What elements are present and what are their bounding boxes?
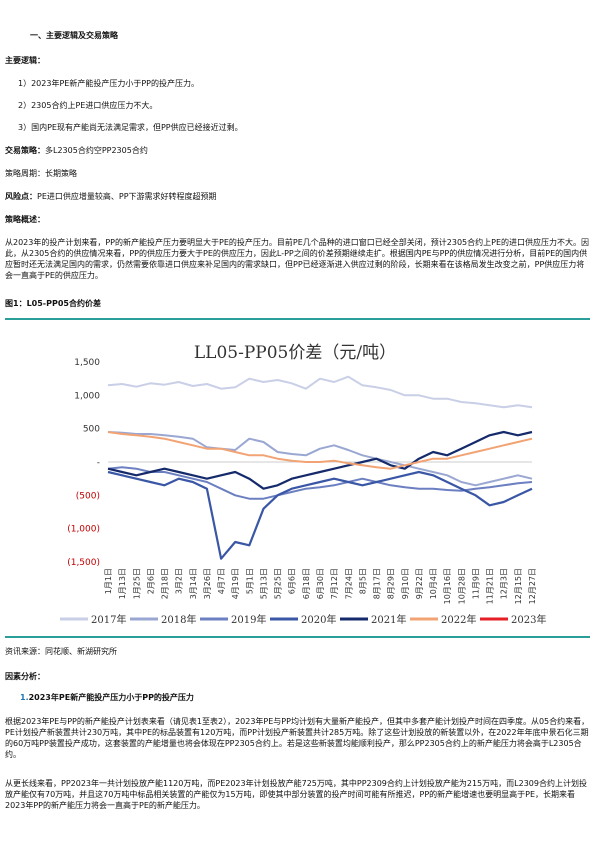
x-tick-label: 3月26日 <box>203 568 212 599</box>
main-logic-label: 主要逻辑： <box>5 56 45 65</box>
y-tick-label: (1,000) <box>67 525 100 535</box>
strategy-line: 交易策略：多L2305合约空PP2305合约 <box>5 146 148 156</box>
series-line-2018年 <box>107 431 533 487</box>
x-tick-label: 12月15日 <box>514 568 523 604</box>
cause-paragraph-2: 从更长线来看，PP2023年一共计划投放产能1120万吨，而PE2023年计划投… <box>5 779 587 810</box>
legend-entry: 2017年 <box>91 613 126 626</box>
x-tick-label: 1月13日 <box>118 568 127 599</box>
cause-item: 1.2023年PE新产能投产压力小于PP的投产压力 <box>20 693 194 703</box>
x-tick-label: 8月17日 <box>373 568 382 599</box>
risk-label: 风险点： <box>5 192 37 201</box>
spread-chart: LL05-PP05价差（元/吨） 1,500 1,000 500 - (500) (1,0… <box>60 343 546 626</box>
caption-rule <box>5 318 590 320</box>
x-tick-label: 9月10日 <box>401 568 410 599</box>
x-tick-label: 8月5日 <box>358 568 367 594</box>
period-text: 策略周期：长期策略 <box>5 169 77 178</box>
series-line-2020年 <box>107 470 533 560</box>
x-tick-label: 7月24日 <box>344 568 353 599</box>
x-tick-label: 6月18日 <box>302 568 311 599</box>
y-tick-label: (1,500) <box>67 558 100 568</box>
x-tick-label: 2月6日 <box>146 568 155 594</box>
x-tick-label: 4月19日 <box>231 568 240 599</box>
x-tick-label: 12月3日 <box>500 568 509 599</box>
x-tick-label: 5月1日 <box>245 568 254 594</box>
logic-item: 1）2023年PE新产能投产压力小于PP的投产压力。 <box>18 79 199 88</box>
x-tick-label: 10月16日 <box>443 568 452 604</box>
strategy-label: 交易策略： <box>5 146 45 155</box>
y-axis-labels: 1,500 1,000 500 - (500) (1,000) (1,500) <box>67 358 100 568</box>
logic-item: 2）2305合约上PE进口供应压力不大。 <box>18 101 158 110</box>
x-tick-label: 6月30日 <box>316 568 325 599</box>
y-tick-label: 500 <box>83 425 100 435</box>
x-axis-labels: 1月1日 1月13日 1月25日 2月6日 2月18日 3月2日 3月14日 3月26日 4月7… <box>104 568 537 604</box>
x-tick-label: 10月4日 <box>429 568 438 599</box>
overview-paragraph: 从2023年的投产计划来看，PP的新产能投产压力要明显大于PE的投产压力。目前P… <box>5 238 589 280</box>
chart-legend: 2017年 2018年 2019年 2020年 2021年 2022年 2023年 <box>60 613 546 626</box>
legend-entry: 2023年 <box>511 613 546 626</box>
overview-label: 策略概述： <box>5 215 45 224</box>
x-tick-label: 9月22日 <box>415 568 424 599</box>
logic-item: 3）国内PE现有产能尚无法满足需求，但PP供应已经接近过剩。 <box>18 123 243 132</box>
chart-title: LL05-PP05价差（元/吨） <box>194 343 396 363</box>
y-tick-label: 1,500 <box>74 358 100 368</box>
bottom-rule <box>5 636 590 638</box>
x-tick-label: 5月25日 <box>274 568 283 599</box>
cause-item-number: 1. <box>20 693 29 702</box>
series-lines <box>107 375 533 560</box>
cause-paragraph-1: 根据2023年PE与PP的新产能投产计划表来看（请见表1至表2），2023年PE… <box>5 717 590 759</box>
figure-caption: 图1：L05-PP05合约价差 <box>5 299 101 308</box>
x-tick-label: 3月14日 <box>189 568 198 599</box>
legend-entry: 2021年 <box>371 613 406 626</box>
cause-item-title: 2023年PE新产能投产压力小于PP的投产压力 <box>28 693 194 702</box>
x-tick-label: 10月28日 <box>457 568 466 604</box>
series-line-2022年 <box>107 431 533 470</box>
legend-entry: 2019年 <box>231 613 266 626</box>
series-line-2019年 <box>107 466 533 500</box>
y-tick-label: - <box>97 458 100 468</box>
series-line-2017年 <box>107 375 533 409</box>
x-tick-label: 1月25日 <box>132 568 141 599</box>
legend-entry: 2018年 <box>161 613 196 626</box>
risk-line: 风险点：PE进口供应增量较高、PP下游需求好转程度超预期 <box>5 192 217 202</box>
section1-title: 一、主要逻辑及交易策略 <box>30 31 118 40</box>
x-tick-label: 11月9日 <box>471 568 480 599</box>
y-tick-label: (500) <box>76 491 100 501</box>
risk-value: PE进口供应增量较高、PP下游需求好转程度超预期 <box>37 192 217 201</box>
x-tick-label: 3月2日 <box>175 568 184 594</box>
y-tick-label: 1,000 <box>74 391 100 401</box>
x-tick-label: 5月13日 <box>259 568 268 599</box>
x-tick-label: 2月18日 <box>161 568 170 599</box>
x-tick-label: 11月21日 <box>486 568 495 604</box>
x-tick-label: 8月29日 <box>387 568 396 599</box>
source-text: 资讯来源：同花顺、新湖研究所 <box>5 647 117 656</box>
x-tick-label: 1月1日 <box>104 568 113 594</box>
x-tick-label: 7月12日 <box>330 568 339 599</box>
legend-entry: 2022年 <box>441 613 476 626</box>
series-line-2021年 <box>107 430 533 490</box>
legend-entry: 2020年 <box>301 613 336 626</box>
cause-label: 因素分析： <box>5 672 45 681</box>
x-tick-label: 12月27日 <box>528 568 537 604</box>
strategy-value: 多L2305合约空PP2305合约 <box>45 146 148 155</box>
x-tick-label: 6月6日 <box>288 568 297 594</box>
x-tick-label: 4月7日 <box>217 568 226 594</box>
